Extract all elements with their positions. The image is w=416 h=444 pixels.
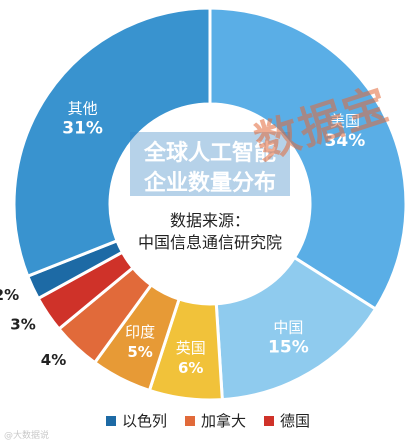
legend-swatch bbox=[106, 415, 116, 426]
source-name: 中国信息通信研究院 bbox=[138, 233, 282, 252]
legend-item-canada: 加拿大 bbox=[185, 410, 246, 431]
slice-value-label: 5% bbox=[127, 343, 152, 361]
slice-value-label: 3% bbox=[10, 315, 35, 333]
pie-slice bbox=[208, 6, 408, 312]
corner-credit: @大数据说 bbox=[4, 431, 50, 441]
title-band bbox=[130, 132, 290, 196]
slice-value-label: 2% bbox=[0, 286, 19, 304]
chart-legend: 以色列 加拿大 德国 bbox=[106, 410, 310, 431]
slice-name-label: 美国 bbox=[330, 112, 360, 130]
legend-item-germany: 德国 bbox=[264, 410, 310, 431]
legend-swatch bbox=[264, 415, 275, 426]
chart-title-line-1: 全球人工智能 bbox=[143, 140, 276, 166]
legend-label: 以色列 bbox=[122, 412, 168, 430]
slice-value-label: 34% bbox=[325, 131, 366, 151]
slice-value-label: 6% bbox=[178, 359, 203, 377]
slice-name-label: 其他 bbox=[68, 99, 98, 117]
legend-label: 加拿大 bbox=[201, 412, 247, 430]
pie-slices bbox=[12, 6, 408, 402]
source-label: 数据来源： bbox=[170, 211, 250, 230]
slice-name-label: 中国 bbox=[273, 319, 303, 337]
slice-value-label: 4% bbox=[41, 351, 66, 369]
legend-label: 德国 bbox=[280, 412, 311, 430]
slice-name-label: 印度 bbox=[125, 323, 155, 341]
legend-item-israel: 以色列 bbox=[106, 410, 167, 431]
slice-value-label: 15% bbox=[268, 338, 309, 358]
pie-slice bbox=[12, 6, 212, 279]
legend-swatch bbox=[185, 415, 196, 426]
slice-value-label: 31% bbox=[62, 118, 103, 138]
slice-name-label: 英国 bbox=[176, 339, 206, 357]
chart-title-line-2: 企业数量分布 bbox=[143, 170, 276, 196]
